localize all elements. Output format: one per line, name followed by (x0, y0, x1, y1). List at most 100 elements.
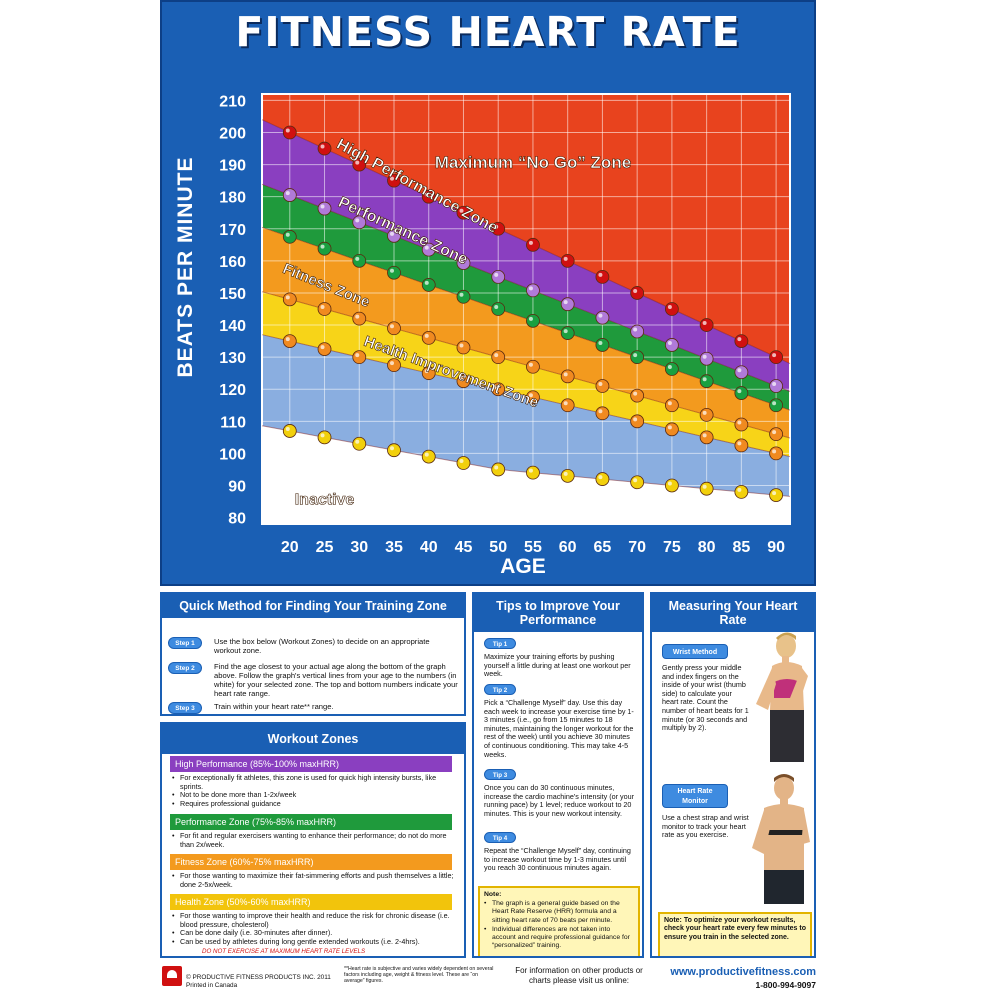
info-text: For information on other products or cha… (515, 966, 643, 985)
heart-rate-monitor-label: Heart Rate Monitor (662, 784, 728, 808)
marker-highlight (772, 401, 777, 406)
marker-highlight (424, 333, 429, 338)
marker-highlight (633, 288, 638, 293)
marker-highlight (702, 321, 707, 326)
printed-in-text: Printed in Canada (186, 981, 238, 989)
heart-rate-marker (456, 340, 471, 355)
heart-rate-marker (387, 321, 401, 336)
marker-highlight (563, 401, 568, 406)
wrist-method-text: Gently press your middle and index finge… (662, 663, 749, 733)
marker-highlight (737, 368, 742, 373)
heart-rate-marker (560, 398, 575, 413)
marker-highlight (563, 256, 568, 261)
heart-rate-marker (595, 338, 610, 352)
heart-rate-chart: 210 200 190 180 170 160 150 140 130 120 110 100 90 80… (219, 93, 791, 556)
heart-rate-marker (630, 350, 645, 365)
marker-highlight (459, 377, 464, 382)
zone-label: Inactive (295, 492, 355, 509)
heart-rate-marker (734, 417, 749, 432)
x-tick-label: 20 (281, 539, 299, 556)
heart-rate-marker (491, 350, 506, 365)
marker-highlight (285, 295, 290, 300)
heart-rate-marker (456, 456, 471, 470)
marker-highlight (424, 192, 429, 197)
y-tick-label: 120 (219, 382, 246, 399)
tip-text: Repeat the “Challenge Myself” day, conti… (484, 846, 631, 873)
marker-highlight (355, 314, 360, 319)
heart-rate-marker (317, 342, 332, 357)
heart-rate-marker (387, 443, 401, 458)
zone-bullet: For those wanting to improve their healt… (172, 911, 458, 929)
marker-highlight (390, 176, 394, 181)
marker-highlight (390, 231, 394, 236)
heart-rate-marker (317, 201, 332, 216)
x-tick-label: 30 (350, 539, 368, 556)
marker-highlight (633, 353, 638, 358)
zone-label: Maximum “No Go” Zone (435, 153, 631, 172)
marker-highlight (528, 362, 533, 367)
marker-highlight (320, 433, 325, 438)
measuring-title: Measuring Your Heart Rate (652, 594, 814, 632)
tip-text: Pick a “Challenge Myself” day. Use this … (484, 698, 634, 759)
marker-highlight (598, 272, 603, 277)
poster: 210 200 190 180 170 160 150 140 130 120 110 100 90 80… (160, 0, 816, 1000)
marker-highlight (737, 337, 742, 342)
tip-item: Tip 2 Pick a “Challenge Myself” day. Use… (484, 684, 636, 759)
heart-rate-marker (734, 438, 749, 453)
quick-method-title: Quick Method for Finding Your Training Z… (162, 594, 464, 618)
x-tick-label: 60 (559, 539, 577, 556)
marker-highlight (459, 459, 464, 464)
y-tick-label: 200 (219, 126, 246, 143)
marker-highlight (772, 491, 777, 496)
heart-rate-marker (769, 379, 784, 393)
zone-bullets-high-performance: For exceptionally fit athletes, this zon… (172, 773, 458, 809)
y-axis-label-wrap: BEATS PER MINUTE (164, 112, 208, 442)
x-tick-label: 80 (698, 539, 716, 556)
measuring-note: Note: To optimize your workout results, … (658, 912, 812, 956)
marker-highlight (494, 353, 499, 358)
heart-rate-marker (699, 351, 714, 366)
marker-highlight (494, 224, 499, 229)
website-link[interactable]: www.productivefitness.com (670, 966, 816, 978)
marker-highlight (737, 487, 742, 492)
heart-rate-marker (595, 270, 610, 284)
plot-border (261, 93, 791, 525)
athlete-wrist-illustration (756, 632, 808, 762)
tip-badge: Tip 3 (484, 769, 516, 780)
heart-rate-marker (352, 436, 367, 451)
marker-highlight (598, 340, 603, 345)
marker-highlight (737, 389, 742, 394)
marker-highlight (355, 353, 360, 358)
heart-rate-marker (699, 481, 714, 496)
zone-bar-health: Health Zone (50%-60% maxHRR) (170, 894, 452, 910)
heart-rate-marker (491, 302, 506, 316)
heart-rate-marker (664, 338, 679, 352)
zone-bullets-health: For those wanting to improve their healt… (172, 911, 458, 946)
marker-highlight (424, 452, 429, 457)
heart-rate-marker (317, 241, 332, 256)
heart-rate-marker (560, 468, 575, 483)
heart-rate-marker (595, 310, 610, 325)
heart-rate-marker (491, 462, 506, 477)
marker-highlight (702, 354, 707, 359)
marker-highlight (494, 385, 499, 390)
heart-rate-marker (664, 478, 679, 493)
heart-rate-monitor-text: Use a chest strap and wrist monitor to t… (662, 813, 749, 840)
marker-highlight (355, 256, 360, 261)
marker-highlight (563, 372, 568, 377)
marker-highlight (667, 401, 672, 406)
heart-rate-marker (734, 365, 749, 380)
zone-bullet: Requires professional guidance (172, 799, 458, 809)
marker-highlight (459, 292, 464, 297)
copyright-text: © PRODUCTIVE FITNESS PRODUCTS INC. 2011 (186, 974, 331, 981)
zone-bullet: For those wanting to maximize their fat-… (172, 871, 458, 889)
x-tick-label: 40 (420, 539, 438, 556)
step-badge: Step 2 (168, 662, 202, 674)
heart-rate-marker (664, 422, 679, 437)
marker-highlight (702, 433, 707, 438)
heart-rate-marker (664, 362, 679, 376)
heart-rate-marker (560, 297, 575, 312)
marker-highlight (633, 417, 638, 422)
heart-rate-monitor-label-line1: Heart Rate (677, 788, 713, 795)
marker-highlight (424, 280, 429, 285)
